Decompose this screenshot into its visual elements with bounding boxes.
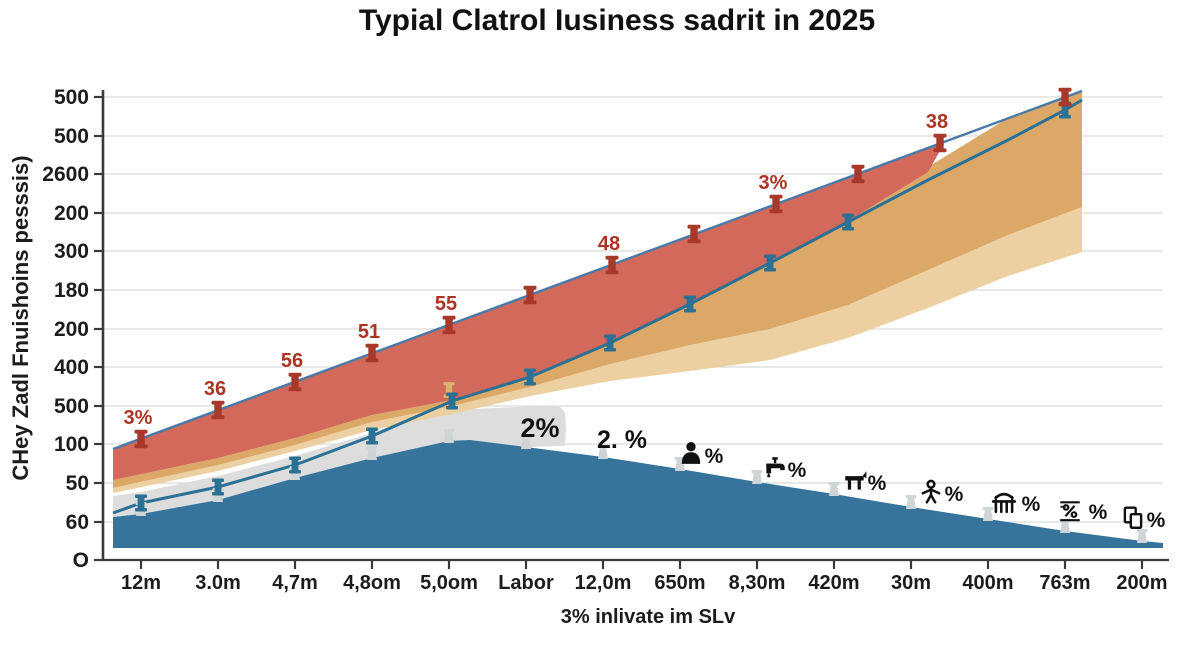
point-value-label: 55 [435, 293, 457, 315]
x-tick-label: 650m [654, 572, 705, 594]
blue-series-marker [289, 456, 301, 474]
bridge-icon [991, 492, 1017, 514]
white-series-marker [905, 495, 917, 509]
red-series-marker [523, 285, 537, 305]
top-series-line [112, 89, 1083, 451]
y-tick-label: 200 [54, 318, 89, 341]
faucet-icon [766, 457, 785, 478]
doc-copy-icon [1123, 506, 1143, 529]
y-tick-label: 500 [54, 395, 89, 418]
point-value-label: 3% [759, 172, 788, 194]
annotation-percent: % [788, 459, 807, 482]
area-bands [113, 92, 1163, 548]
white-series-marker [1136, 529, 1148, 543]
x-tick-label: 4,7m [272, 572, 318, 594]
red-series-marker [365, 343, 379, 363]
blue-series-marker [446, 392, 458, 410]
red-series-marker [211, 400, 225, 420]
red-series-marker [933, 133, 947, 153]
x-tick-label: 12,0m [575, 572, 632, 594]
red-series-marker [687, 224, 701, 244]
person-icon [681, 442, 701, 464]
y-tick-label: 500 [54, 125, 89, 148]
y-tick-label: 200 [54, 202, 89, 225]
x-tick-label: 763m [1039, 572, 1090, 594]
y-tick-label: 180 [54, 279, 89, 302]
blue-series-marker [604, 334, 616, 352]
y-tick-label: 100 [54, 433, 89, 456]
red-series-marker [605, 255, 619, 275]
white-series-marker [597, 445, 609, 459]
point-value-label: 3% [124, 407, 153, 429]
x-tick-label: 30m [891, 572, 931, 594]
blue-series-marker [764, 254, 776, 272]
labels: 3% 36 56 51 55 48 3% 38 500 500 2600 200 300 180 200 40… [8, 4, 1168, 628]
x-tick-label: 12m [121, 572, 161, 594]
y-tick-label: 60 [66, 511, 89, 534]
blue-series-marker [366, 427, 378, 445]
y-tick-label: 50 [66, 472, 89, 495]
percent-lines-icon [1059, 501, 1081, 522]
red-series-marker [288, 372, 302, 392]
animal-icon [845, 471, 867, 490]
annotation-percent: % [1022, 493, 1041, 516]
point-value-label: 36 [204, 378, 226, 400]
gray-band-area [113, 406, 566, 517]
y-tick-label: O [73, 549, 89, 572]
x-tick-label: 400m [962, 572, 1013, 594]
y-tick-label: 400 [54, 356, 89, 379]
point-value-label: 38 [926, 111, 948, 133]
axes [94, 90, 1169, 569]
x-tick-label: 8,30m [729, 572, 786, 594]
blue-series-marker [842, 213, 854, 231]
x-tick-label: 420m [808, 572, 859, 594]
x-tick-label: Labor [498, 572, 554, 594]
white-series-marker [443, 429, 455, 443]
blue-series-marker [135, 494, 147, 512]
y-tick-label: 2600 [42, 163, 89, 186]
point-value-label: 48 [598, 233, 620, 255]
annotation-percent: % [705, 445, 724, 468]
x-axis-title: 3% inlivate im SLv [561, 606, 736, 628]
figure-icon [921, 479, 941, 504]
x-tick-label: 4,8om [343, 572, 401, 594]
annotations: 2% 2. %%%%%%%% [520, 413, 1165, 532]
x-tick-label: 200m [1116, 572, 1167, 594]
white-series-marker [366, 446, 378, 460]
red-series-marker [134, 429, 148, 449]
annotation-percent: % [1089, 501, 1108, 524]
blue-series-marker [524, 368, 536, 386]
red-series-marker [769, 194, 783, 214]
y-tick-label: 300 [54, 240, 89, 263]
annotation-percent: % [1147, 509, 1166, 532]
red-series-marker [1058, 87, 1072, 107]
white-series-marker [520, 435, 532, 449]
x-tick-label: 5,0om [420, 572, 478, 594]
point-value-label: 56 [281, 350, 303, 372]
chart-title: Typial Clatrol Iusiness sadrit in 2025 [359, 4, 875, 37]
annotation-text: 2% [520, 413, 559, 443]
annotation-text: 2. % [597, 426, 647, 454]
red-band-area [113, 142, 945, 480]
red-series-marker [851, 164, 865, 184]
blue-series-marker [684, 295, 696, 313]
y-axis-title: CHey Zadl Fnuishoins pesssis) [8, 155, 33, 480]
point-value-label: 51 [358, 321, 380, 343]
white-series-marker [751, 470, 763, 484]
x-tick-label: 3.0m [195, 572, 241, 594]
y-tick-label: 500 [54, 86, 89, 109]
white-series-marker [828, 482, 840, 496]
annotation-percent: % [868, 472, 887, 495]
red-series-marker [442, 315, 456, 335]
blue-band-area [113, 440, 1163, 548]
annotation-percent: % [945, 483, 964, 506]
white-series-marker [982, 507, 994, 521]
blue-series-marker [212, 478, 224, 496]
series-markers [134, 87, 1148, 543]
